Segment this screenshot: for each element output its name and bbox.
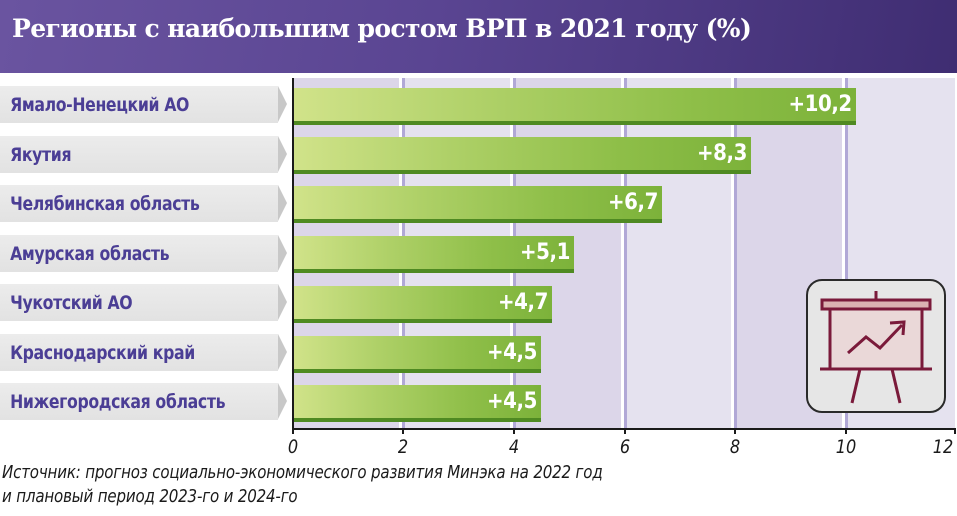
x-tick	[845, 428, 847, 434]
bar-krasnodar: +4,5	[292, 336, 541, 373]
x-tick-label: 6	[619, 436, 631, 458]
chart-header: Регионы с наибольшим ростом ВРП в 2021 г…	[0, 0, 957, 73]
chevron-right-icon	[278, 185, 287, 221]
gridline-8	[731, 78, 737, 428]
x-tick	[734, 428, 736, 434]
category-label-yamalo-nenets: Ямало-Ненецкий АО	[0, 86, 278, 123]
category-text: Ямало-Ненецкий АО	[10, 93, 190, 116]
bar-nizhny-novgorod: +4,5	[292, 385, 541, 422]
x-tick	[402, 428, 404, 434]
bar-value-label: +6,7	[607, 190, 658, 215]
source-note: Источник: прогноз социально-экономическо…	[2, 461, 603, 509]
x-tick-label: 2	[397, 436, 409, 458]
chevron-right-icon	[278, 334, 287, 370]
bar-value-label: +4,7	[497, 290, 548, 315]
bar-chukotka: +4,7	[292, 286, 552, 323]
bar-value-label: +10,2	[788, 92, 852, 117]
x-tick-label: 8	[729, 436, 741, 458]
x-tick-label: 12	[932, 436, 954, 458]
category-label-nizhny-novgorod: Нижегородская область	[0, 383, 278, 420]
x-tick	[292, 428, 294, 434]
category-label-krasnodar: Краснодарский край	[0, 334, 278, 371]
x-tick	[624, 428, 626, 434]
chevron-right-icon	[278, 136, 287, 172]
x-tick-label: 0	[287, 436, 299, 458]
gridline-10	[842, 78, 848, 428]
gridline-6	[621, 78, 627, 428]
bar-value-label: +4,5	[486, 340, 537, 365]
bar-yakutia: +8,3	[292, 137, 751, 174]
x-tick	[513, 428, 515, 434]
category-text: Амурская область	[10, 242, 170, 265]
chevron-right-icon	[278, 284, 287, 320]
category-label-amur: Амурская область	[0, 235, 278, 272]
x-tick	[954, 428, 956, 434]
category-text: Якутия	[10, 143, 72, 166]
y-axis-line	[292, 78, 294, 429]
chart-title: Регионы с наибольшим ростом ВРП в 2021 г…	[12, 14, 752, 43]
plot-area: +10,2 +8,3 +6,7 +5,1 +4,7 +4,5 +4,5	[292, 78, 955, 428]
bar-yamalo-nenets: +10,2	[292, 88, 856, 125]
category-label-yakutia: Якутия	[0, 136, 278, 173]
bar-value-label: +5,1	[519, 240, 570, 265]
category-text: Чукотский АО	[10, 291, 133, 314]
category-text: Краснодарский край	[10, 341, 195, 364]
category-label-chukotka: Чукотский АО	[0, 284, 278, 321]
bar-amur: +5,1	[292, 236, 574, 273]
category-text: Нижегородская область	[10, 390, 226, 413]
category-text: Челябинская область	[10, 192, 200, 215]
bar-value-label: +8,3	[696, 141, 747, 166]
chevron-right-icon	[278, 235, 287, 271]
band-6-8	[624, 78, 734, 428]
x-tick-label: 10	[835, 436, 857, 458]
x-tick-label: 4	[508, 436, 520, 458]
chevron-right-icon	[278, 383, 287, 419]
source-line-2: и плановый период 2023-го и 2024-го	[2, 487, 298, 507]
source-line-1: Источник: прогноз социально-экономическо…	[2, 463, 603, 483]
category-label-chelyabinsk: Челябинская область	[0, 185, 278, 222]
bar-value-label: +4,5	[486, 389, 537, 414]
bar-chelyabinsk: +6,7	[292, 186, 662, 223]
presentation-chart-icon	[806, 279, 946, 413]
chevron-right-icon	[278, 86, 287, 122]
